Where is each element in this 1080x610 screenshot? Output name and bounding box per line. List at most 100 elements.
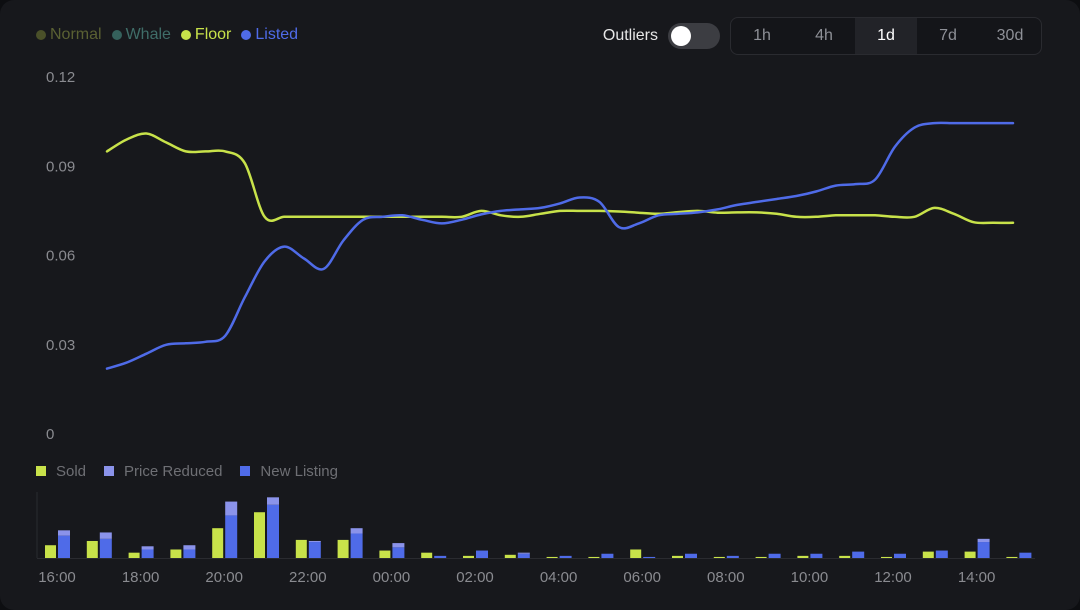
line-legend: Normal Whale Floor Listed xyxy=(36,24,298,46)
bar-new-listing xyxy=(559,555,572,558)
bar-sold xyxy=(672,555,683,558)
legend-item-floor[interactable]: Floor xyxy=(180,26,231,44)
bar-price-reduced xyxy=(392,543,405,548)
bar-legend-swatch-price-reduced xyxy=(104,466,115,476)
bar-sold xyxy=(755,556,767,558)
bar-new-listing xyxy=(1019,552,1032,558)
bar-sold xyxy=(379,550,391,558)
bar-x-axis: 16:00 18:00 20:00 22:00 00:00 02:00 04:00 06:00… xyxy=(38,569,995,586)
legend-label-whale: Whale xyxy=(125,26,171,43)
bar-sold xyxy=(797,555,809,558)
bar-sold xyxy=(1006,556,1018,558)
bar-price-reduced xyxy=(267,497,279,505)
x-tick-label: 04:00 xyxy=(540,569,578,586)
legend-item-normal[interactable]: Normal xyxy=(36,26,102,44)
bar-sold xyxy=(295,539,307,558)
y-tick-label: 0.03 xyxy=(46,337,75,354)
bar-new-listing xyxy=(852,551,865,558)
bar-price-reduced xyxy=(183,545,196,550)
bar-sold xyxy=(504,554,516,558)
bar-sold xyxy=(588,556,600,558)
range-button-7d[interactable]: 7d xyxy=(939,27,957,44)
line-series-group xyxy=(105,121,1015,370)
bar-new-listing xyxy=(810,553,823,558)
bar-sold xyxy=(922,551,934,558)
range-button-30d[interactable]: 30d xyxy=(996,27,1024,44)
outliers-label: Outliers xyxy=(602,27,658,44)
bar-price-reduced xyxy=(308,540,321,543)
y-tick-label: 0.06 xyxy=(46,248,75,265)
bar-new-listing xyxy=(685,553,697,558)
x-tick-label: 12:00 xyxy=(874,569,912,586)
bar-new-listing xyxy=(225,515,238,558)
range-button-4h[interactable]: 4h xyxy=(815,27,833,44)
bar-new-listing xyxy=(58,535,70,558)
bar-legend-label-price-reduced: Price Reduced xyxy=(124,462,223,480)
outliers-toggle[interactable] xyxy=(668,23,720,49)
legend-item-listed[interactable]: Listed xyxy=(241,26,298,44)
bar-sold xyxy=(337,539,349,558)
line-series-floor xyxy=(105,132,1015,225)
x-tick-label: 02:00 xyxy=(456,569,494,586)
bar-sold xyxy=(546,556,558,558)
bar-new-listing xyxy=(141,549,154,558)
bar-new-listing xyxy=(183,549,196,558)
bar-new-listing xyxy=(601,553,614,558)
line-y-axis: 0.12 0.09 0.06 0.03 0 xyxy=(46,69,75,443)
y-tick-label: 0.09 xyxy=(46,158,75,175)
x-tick-label: 08:00 xyxy=(707,569,745,586)
bar-new-listing xyxy=(935,550,948,558)
bar-sold xyxy=(839,555,851,558)
bar-series-group xyxy=(45,497,1032,558)
legend-label-normal: Normal xyxy=(50,26,102,43)
bar-new-listing xyxy=(308,542,321,558)
bar-new-listing xyxy=(350,533,363,558)
bar-sold xyxy=(45,545,56,558)
bar-legend-label-sold: Sold xyxy=(56,462,87,480)
x-tick-label: 16:00 xyxy=(38,569,76,586)
x-tick-label: 06:00 xyxy=(623,569,661,586)
x-tick-label: 22:00 xyxy=(289,569,327,586)
range-button-1d[interactable]: 1d xyxy=(855,18,917,54)
bar-new-listing xyxy=(894,553,906,558)
bar-new-listing xyxy=(977,542,990,558)
bar-new-listing xyxy=(392,547,405,558)
bar-price-reduced xyxy=(141,546,154,550)
bar-legend-item-sold[interactable]: Sold xyxy=(36,463,86,480)
bar-legend-label-new-listing: New Listing xyxy=(260,462,338,480)
x-tick-label: 18:00 xyxy=(122,569,160,586)
range-button-1h[interactable]: 1h xyxy=(753,27,771,44)
bar-new-listing xyxy=(643,556,656,558)
line-series-listed xyxy=(105,121,1015,370)
bar-sold xyxy=(881,556,892,558)
y-tick-label: 0.12 xyxy=(46,69,75,86)
legend-dot-normal xyxy=(36,30,46,40)
bar-price-reduced xyxy=(350,528,363,534)
bar-price-reduced xyxy=(517,552,530,554)
bar-sold xyxy=(964,551,976,558)
bar-legend-item-price-reduced[interactable]: Price Reduced xyxy=(104,463,222,480)
bar-sold xyxy=(212,528,224,558)
bar-sold xyxy=(86,540,98,558)
bar-sold xyxy=(254,512,265,558)
bar-axis xyxy=(36,492,1035,559)
bar-legend-swatch-new-listing xyxy=(240,466,251,476)
bar-legend-item-new-listing[interactable]: New Listing xyxy=(240,463,338,480)
y-tick-label: 0 xyxy=(46,426,54,443)
bar-price-reduced xyxy=(225,501,238,516)
bar-new-listing xyxy=(476,550,488,558)
legend-item-whale[interactable]: Whale xyxy=(111,26,171,44)
bar-sold xyxy=(713,556,725,558)
bar-price-reduced xyxy=(977,538,990,543)
x-tick-label: 00:00 xyxy=(373,569,411,586)
legend-dot-floor xyxy=(180,30,191,40)
x-tick-label: 14:00 xyxy=(958,569,996,586)
bar-sold xyxy=(128,552,140,558)
chart-controls: Outliers 1h 4h 1d 7d 30d xyxy=(603,17,1042,55)
bar-price-reduced xyxy=(99,532,112,539)
bar-new-listing xyxy=(517,553,530,558)
legend-label-listed: Listed xyxy=(255,26,299,43)
bar-sold xyxy=(421,552,433,558)
